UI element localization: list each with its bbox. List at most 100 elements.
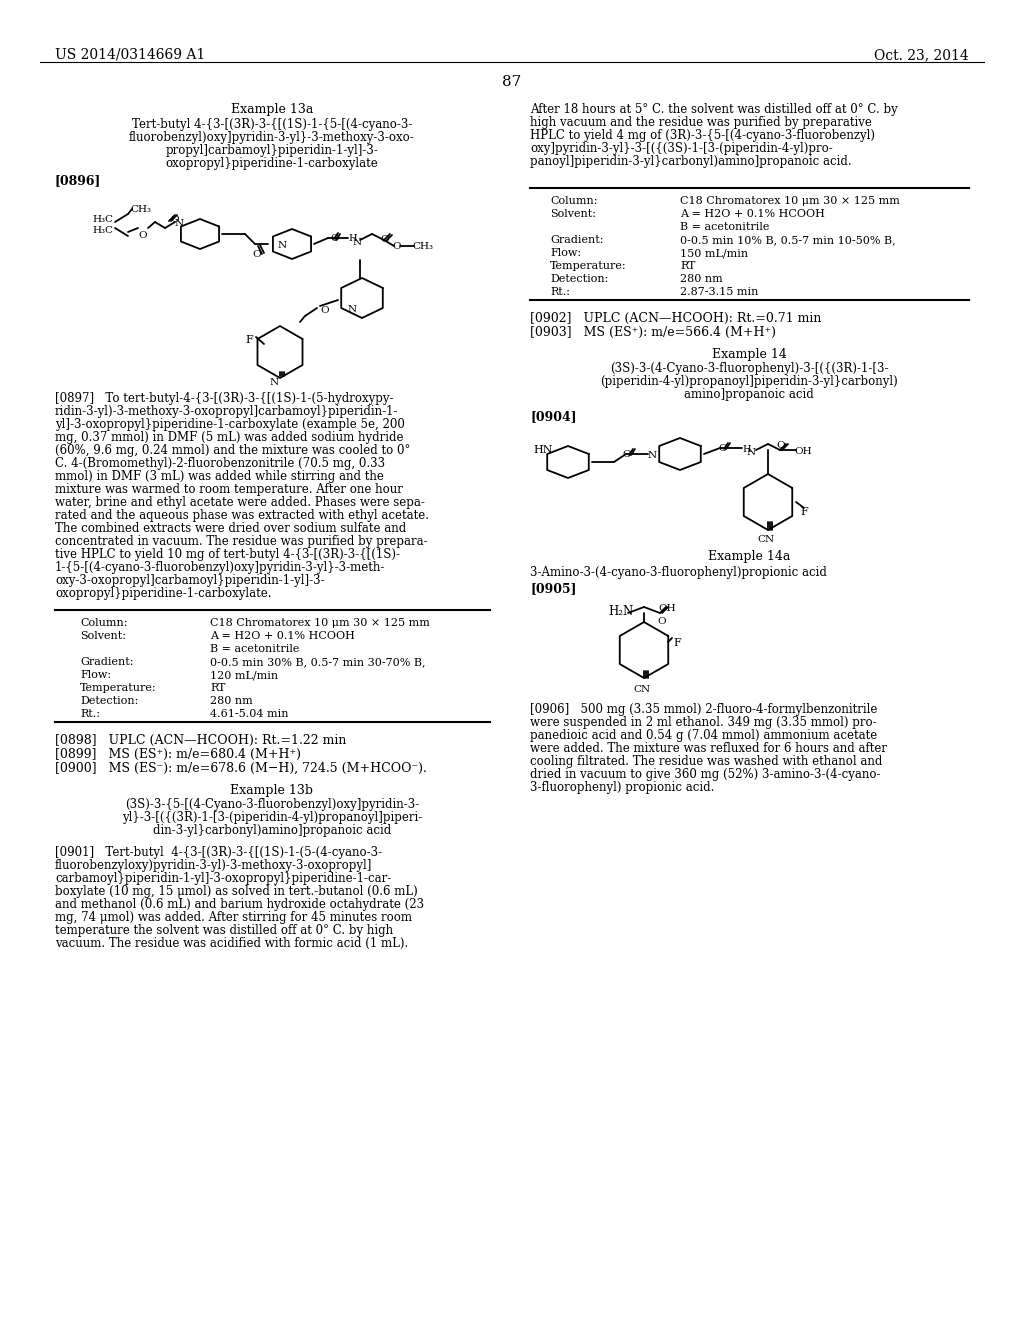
Text: propyl]carbamoyl}piperidin-1-yl]-3-: propyl]carbamoyl}piperidin-1-yl]-3- [166,144,379,157]
Text: Example 14: Example 14 [712,348,786,360]
Text: (3S)-3-(4-Cyano-3-fluorophenyl)-3-[({(3R)-1-[3-: (3S)-3-(4-Cyano-3-fluorophenyl)-3-[({(3R… [609,362,888,375]
Text: 280 nm: 280 nm [680,275,723,284]
Text: HPLC to yield 4 mg of (3R)-3-{5-[(4-cyano-3-fluorobenzyl): HPLC to yield 4 mg of (3R)-3-{5-[(4-cyan… [530,129,874,143]
Text: RT: RT [210,682,225,693]
Text: dried in vacuum to give 360 mg (52%) 3-amino-3-(4-cyano-: dried in vacuum to give 360 mg (52%) 3-a… [530,768,881,781]
Text: After 18 hours at 5° C. the solvent was distilled off at 0° C. by: After 18 hours at 5° C. the solvent was … [530,103,898,116]
Text: [0905]: [0905] [530,582,577,595]
Text: oxopropyl}piperidine-1-carboxylate.: oxopropyl}piperidine-1-carboxylate. [55,587,271,601]
Text: 1-{5-[(4-cyano-3-fluorobenzyl)oxy]pyridin-3-yl}-3-meth-: 1-{5-[(4-cyano-3-fluorobenzyl)oxy]pyridi… [55,561,385,574]
Text: H₃C: H₃C [92,226,113,235]
Text: US 2014/0314669 A1: US 2014/0314669 A1 [55,48,205,62]
Text: Gradient:: Gradient: [550,235,603,246]
Text: oxy]pyridin-3-yl}-3-[({(3S)-1-[3-(piperidin-4-yl)pro-: oxy]pyridin-3-yl}-3-[({(3S)-1-[3-(piperi… [530,143,833,154]
Text: CH₃: CH₃ [130,205,151,214]
Text: tive HPLC to yield 10 mg of tert-butyl 4-{3-[(3R)-3-{[(1S)-: tive HPLC to yield 10 mg of tert-butyl 4… [55,548,400,561]
Text: mg, 0.37 mmol) in DMF (5 mL) was added sodium hydride: mg, 0.37 mmol) in DMF (5 mL) was added s… [55,432,403,444]
Text: F: F [800,507,808,517]
Text: CN: CN [757,535,774,544]
Text: A = H2O + 0.1% HCOOH: A = H2O + 0.1% HCOOH [210,631,355,642]
Text: 3-Amino-3-(4-cyano-3-fluorophenyl)propionic acid: 3-Amino-3-(4-cyano-3-fluorophenyl)propio… [530,566,826,579]
Text: concentrated in vacuum. The residue was purified by prepara-: concentrated in vacuum. The residue was … [55,535,428,548]
Text: yl}-3-[({(3R)-1-[3-(piperidin-4-yl)propanoyl]piperi-: yl}-3-[({(3R)-1-[3-(piperidin-4-yl)propa… [122,810,422,824]
Text: Detection:: Detection: [80,696,138,706]
Text: (piperidin-4-yl)propanoyl]piperidin-3-yl}carbonyl): (piperidin-4-yl)propanoyl]piperidin-3-yl… [600,375,898,388]
Text: H: H [348,234,356,243]
Text: amino]propanoic acid: amino]propanoic acid [684,388,814,401]
Text: mixture was warmed to room temperature. After one hour: mixture was warmed to room temperature. … [55,483,402,496]
Text: [0896]: [0896] [55,174,101,187]
Text: (3S)-3-{5-[(4-Cyano-3-fluorobenzyl)oxy]pyridin-3-: (3S)-3-{5-[(4-Cyano-3-fluorobenzyl)oxy]p… [125,799,419,810]
Text: A = H2O + 0.1% HCOOH: A = H2O + 0.1% HCOOH [680,209,825,219]
Text: ridin-3-yl)-3-methoxy-3-oxopropyl]carbamoyl}piperidin-1-: ridin-3-yl)-3-methoxy-3-oxopropyl]carbam… [55,405,398,418]
Text: The combined extracts were dried over sodium sulfate and: The combined extracts were dried over so… [55,521,407,535]
Text: CH₃: CH₃ [412,242,433,251]
Text: din-3-yl}carbonyl)amino]propanoic acid: din-3-yl}carbonyl)amino]propanoic acid [153,824,391,837]
Text: Example 13b: Example 13b [230,784,313,797]
Text: OH: OH [658,605,676,612]
Text: carbamoyl}piperidin-1-yl]-3-oxopropyl}piperidine-1-car-: carbamoyl}piperidin-1-yl]-3-oxopropyl}pi… [55,873,391,884]
Text: O: O [138,231,146,240]
Text: [0900]   MS (ES⁻): m/e=678.6 (M−H), 724.5 (M+HCOO⁻).: [0900] MS (ES⁻): m/e=678.6 (M−H), 724.5 … [55,762,427,775]
Text: cooling filtrated. The residue was washed with ethanol and: cooling filtrated. The residue was washe… [530,755,883,768]
Text: F: F [673,638,681,648]
Text: fluorobenzyl)oxy]pyridin-3-yl}-3-methoxy-3-oxo-: fluorobenzyl)oxy]pyridin-3-yl}-3-methoxy… [129,131,415,144]
Text: HN: HN [534,445,553,455]
Text: N: N [175,219,184,228]
Text: vacuum. The residue was acidified with formic acid (1 mL).: vacuum. The residue was acidified with f… [55,937,409,950]
Text: (60%, 9.6 mg, 0.24 mmol) and the mixture was cooled to 0°: (60%, 9.6 mg, 0.24 mmol) and the mixture… [55,444,411,457]
Text: mg, 74 μmol) was added. After stirring for 45 minutes room: mg, 74 μmol) was added. After stirring f… [55,911,412,924]
Text: C18 Chromatorex 10 μm 30 × 125 mm: C18 Chromatorex 10 μm 30 × 125 mm [210,618,430,628]
Text: Column:: Column: [550,195,597,206]
Text: O: O [718,444,727,453]
Text: N: N [353,238,362,247]
Text: Rt.:: Rt.: [80,709,100,719]
Text: Example 14a: Example 14a [708,550,791,564]
Text: O: O [392,242,400,251]
Text: H₃C: H₃C [92,215,113,224]
Text: Temperature:: Temperature: [80,682,157,693]
Text: Temperature:: Temperature: [550,261,627,271]
Text: O: O [776,441,784,450]
Text: Flow:: Flow: [550,248,582,257]
Text: rated and the aqueous phase was extracted with ethyl acetate.: rated and the aqueous phase was extracte… [55,510,429,521]
Text: C18 Chromatorex 10 μm 30 × 125 mm: C18 Chromatorex 10 μm 30 × 125 mm [680,195,900,206]
Text: 2.87-3.15 min: 2.87-3.15 min [680,286,759,297]
Text: [0904]: [0904] [530,411,577,422]
Text: 150 mL/min: 150 mL/min [680,248,749,257]
Text: H: H [742,445,751,454]
Text: Rt.:: Rt.: [550,286,570,297]
Text: [0899]   MS (ES⁺): m/e=680.4 (M+H⁺): [0899] MS (ES⁺): m/e=680.4 (M+H⁺) [55,748,301,762]
Text: Gradient:: Gradient: [80,657,133,667]
Text: N: N [278,242,287,249]
Text: high vacuum and the residue was purified by preparative: high vacuum and the residue was purified… [530,116,871,129]
Text: 87: 87 [503,75,521,88]
Text: CN: CN [633,685,650,694]
Text: [0902]   UPLC (ACN—HCOOH): Rt.=0.71 min: [0902] UPLC (ACN—HCOOH): Rt.=0.71 min [530,312,821,325]
Text: oxopropyl}piperidine-1-carboxylate: oxopropyl}piperidine-1-carboxylate [166,157,379,170]
Text: 0-0.5 min 10% B, 0.5-7 min 10-50% B,: 0-0.5 min 10% B, 0.5-7 min 10-50% B, [680,235,896,246]
Text: O: O [657,616,666,626]
Text: O: O [622,450,631,459]
Text: OH: OH [794,447,812,455]
Text: 120 mL/min: 120 mL/min [210,671,279,680]
Text: Detection:: Detection: [550,275,608,284]
Text: were suspended in 2 ml ethanol. 349 mg (3.35 mmol) pro-: were suspended in 2 ml ethanol. 349 mg (… [530,715,877,729]
Text: 0-0.5 min 30% B, 0.5-7 min 30-70% B,: 0-0.5 min 30% B, 0.5-7 min 30-70% B, [210,657,426,667]
Text: Column:: Column: [80,618,128,628]
Text: C. 4-(Bromomethyl)-2-fluorobenzonitrile (70.5 mg, 0.33: C. 4-(Bromomethyl)-2-fluorobenzonitrile … [55,457,385,470]
Text: yl]-3-oxopropyl}piperidine-1-carboxylate (example 5e, 200: yl]-3-oxopropyl}piperidine-1-carboxylate… [55,418,404,432]
Text: [0897]   To tert-butyl-4-{3-[(3R)-3-{[(1S)-1-(5-hydroxypy-: [0897] To tert-butyl-4-{3-[(3R)-3-{[(1S)… [55,392,393,405]
Text: panoyl]piperidin-3-yl}carbonyl)amino]propanoic acid.: panoyl]piperidin-3-yl}carbonyl)amino]pro… [530,154,852,168]
Text: 3-fluorophenyl) propionic acid.: 3-fluorophenyl) propionic acid. [530,781,715,795]
Text: B = acetonitrile: B = acetonitrile [680,222,769,232]
Text: Flow:: Flow: [80,671,112,680]
Text: [0903]   MS (ES⁺): m/e=566.4 (M+H⁺): [0903] MS (ES⁺): m/e=566.4 (M+H⁺) [530,326,776,339]
Text: N: N [746,447,756,457]
Text: RT: RT [680,261,695,271]
Text: Tert-butyl 4-{3-[(3R)-3-{[(1S)-1-{5-[(4-cyano-3-: Tert-butyl 4-{3-[(3R)-3-{[(1S)-1-{5-[(4-… [132,117,413,131]
Text: H₂N: H₂N [608,605,633,618]
Text: 280 nm: 280 nm [210,696,253,706]
Text: fluorobenzyloxy)pyridin-3-yl)-3-methoxy-3-oxopropyl]: fluorobenzyloxy)pyridin-3-yl)-3-methoxy-… [55,859,373,873]
Text: water, brine and ethyl acetate were added. Phases were sepa-: water, brine and ethyl acetate were adde… [55,496,425,510]
